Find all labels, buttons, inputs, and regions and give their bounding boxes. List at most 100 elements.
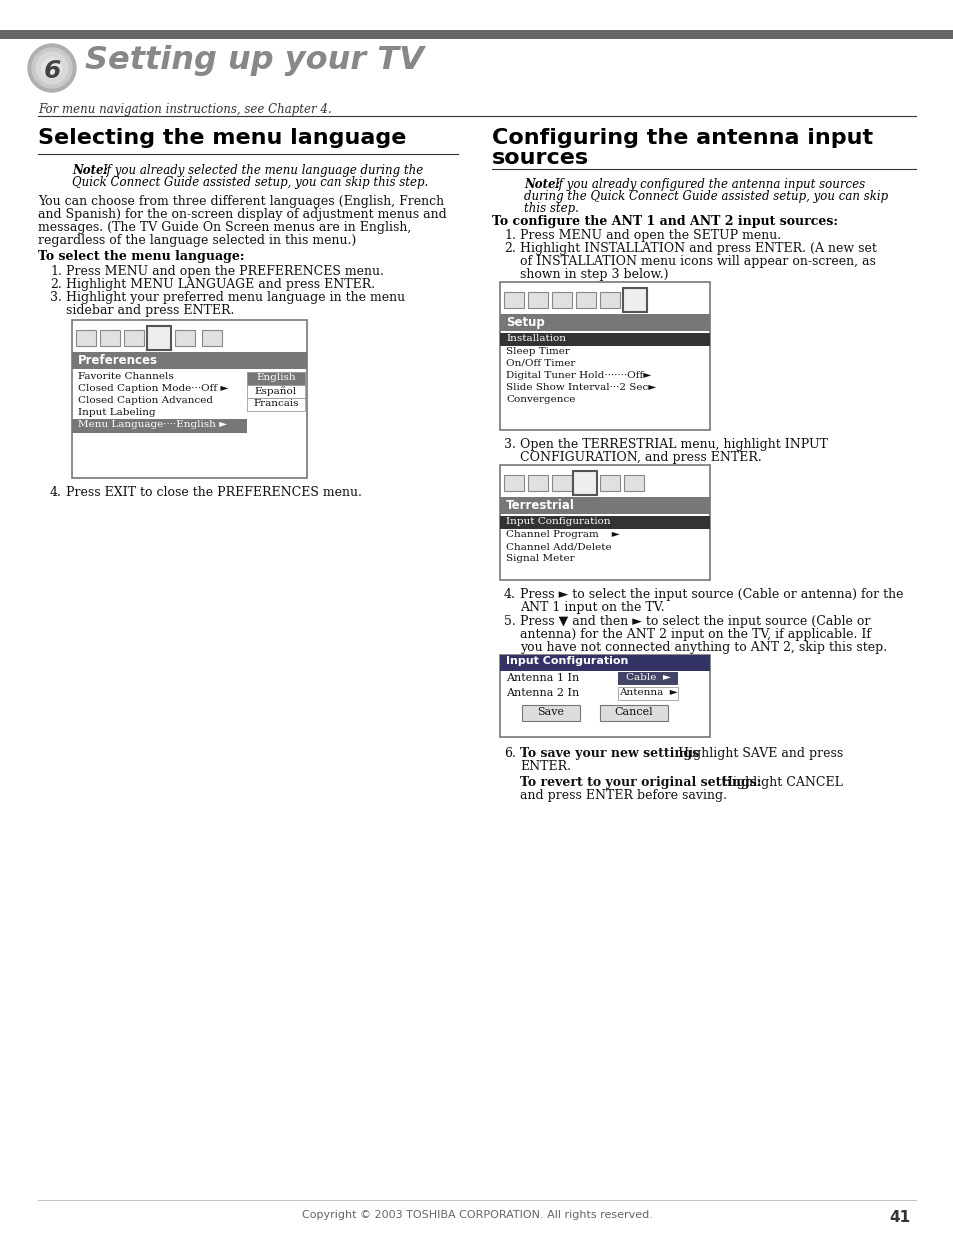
Bar	[124, 330, 144, 346]
Text: If you already configured the antenna input sources: If you already configured the antenna in…	[554, 178, 864, 191]
Text: Input Configuration: Input Configuration	[505, 656, 628, 666]
Text: Highlight MENU LANGUAGE and press ENTER.: Highlight MENU LANGUAGE and press ENTER.	[66, 278, 375, 291]
Text: messages. (The TV Guide On Screen menus are in English,: messages. (The TV Guide On Screen menus …	[38, 221, 411, 233]
Bar	[521, 705, 579, 721]
Bar	[100, 330, 120, 346]
Bar	[552, 291, 572, 308]
Text: Highlight your preferred menu language in the menu: Highlight your preferred menu language i…	[66, 291, 405, 304]
Text: Español: Español	[254, 387, 296, 395]
Text: antenna) for the ANT 2 input on the TV, if applicable. If: antenna) for the ANT 2 input on the TV, …	[519, 629, 870, 641]
Bar	[71, 419, 247, 433]
Text: Cable  ►: Cable ►	[625, 673, 670, 682]
Text: Antenna  ►: Antenna ►	[618, 688, 677, 697]
Bar	[552, 475, 572, 492]
Text: : Highlight SAVE and press: : Highlight SAVE and press	[669, 747, 842, 760]
Text: 3.: 3.	[503, 438, 516, 451]
Text: Convergence: Convergence	[505, 395, 575, 404]
Text: Installation: Installation	[505, 333, 565, 343]
Text: English: English	[256, 373, 295, 382]
Bar	[618, 687, 678, 700]
Text: 1.: 1.	[50, 266, 62, 278]
Bar	[527, 291, 547, 308]
Text: Menu Language····English ►: Menu Language····English ►	[78, 420, 227, 429]
Bar	[174, 330, 194, 346]
Text: Selecting the menu language: Selecting the menu language	[38, 128, 406, 148]
Bar	[625, 291, 645, 308]
Bar	[247, 398, 305, 411]
Text: To revert to your original settings:: To revert to your original settings:	[519, 776, 760, 789]
Circle shape	[36, 52, 68, 84]
Bar	[576, 291, 596, 308]
Text: Antenna 2 In: Antenna 2 In	[505, 688, 578, 698]
Bar	[247, 385, 305, 398]
Bar	[71, 352, 307, 369]
Text: shown in step 3 below.): shown in step 3 below.)	[519, 268, 668, 282]
Bar	[150, 330, 170, 346]
Bar	[147, 326, 171, 350]
Text: To configure the ANT 1 and ANT 2 input sources:: To configure the ANT 1 and ANT 2 input s…	[492, 215, 837, 228]
Text: Closed Caption Advanced: Closed Caption Advanced	[78, 396, 213, 405]
Text: Copyright © 2003 TOSHIBA CORPORATION. All rights reserved.: Copyright © 2003 TOSHIBA CORPORATION. Al…	[301, 1210, 652, 1220]
Text: Terrestrial: Terrestrial	[505, 499, 575, 513]
Text: Channel Add/Delete: Channel Add/Delete	[505, 542, 611, 551]
Text: Sleep Timer: Sleep Timer	[505, 347, 569, 356]
Text: Cancel: Cancel	[614, 706, 653, 718]
Text: 2.: 2.	[503, 242, 516, 254]
Bar	[573, 471, 597, 495]
Text: Configuring the antenna input: Configuring the antenna input	[492, 128, 872, 148]
Circle shape	[32, 48, 71, 88]
Text: regardless of the language selected in this menu.): regardless of the language selected in t…	[38, 233, 355, 247]
Text: Save: Save	[537, 706, 564, 718]
Text: 3.: 3.	[50, 291, 62, 304]
Bar	[599, 291, 619, 308]
Text: Slide Show Interval···2 Sec►: Slide Show Interval···2 Sec►	[505, 383, 656, 391]
Text: 4.: 4.	[503, 588, 516, 601]
Circle shape	[42, 58, 62, 78]
Bar	[599, 705, 667, 721]
Text: For menu navigation instructions, see Chapter 4.: For menu navigation instructions, see Ch…	[38, 103, 332, 116]
Bar	[618, 672, 678, 685]
Bar	[499, 516, 709, 529]
Text: during the Quick Connect Guide assisted setup, you can skip: during the Quick Connect Guide assisted …	[523, 190, 887, 203]
Text: Input Labeling: Input Labeling	[78, 408, 155, 417]
Text: On/Off Timer: On/Off Timer	[505, 359, 575, 368]
Text: ENTER.: ENTER.	[519, 760, 571, 773]
Text: Press ▼ and then ► to select the input source (Cable or: Press ▼ and then ► to select the input s…	[519, 615, 869, 629]
Bar	[527, 475, 547, 492]
Text: To select the menu language:: To select the menu language:	[38, 249, 244, 263]
Text: Press MENU and open the PREFERENCES menu.: Press MENU and open the PREFERENCES menu…	[66, 266, 383, 278]
Text: ANT 1 input on the TV.: ANT 1 input on the TV.	[519, 601, 664, 614]
Text: and press ENTER before saving.: and press ENTER before saving.	[519, 789, 726, 802]
Bar	[247, 372, 305, 385]
Bar	[0, 30, 953, 40]
Text: Closed Caption Mode···Off ►: Closed Caption Mode···Off ►	[78, 384, 228, 393]
Text: Highlight CANCEL: Highlight CANCEL	[718, 776, 842, 789]
Text: 2.: 2.	[50, 278, 62, 291]
Text: Favorite Channels: Favorite Channels	[78, 372, 173, 382]
Text: 1.: 1.	[503, 228, 516, 242]
Bar	[499, 466, 709, 580]
Text: Open the TERRESTRIAL menu, highlight INPUT: Open the TERRESTRIAL menu, highlight INP…	[519, 438, 827, 451]
Text: Highlight INSTALLATION and press ENTER. (A new set: Highlight INSTALLATION and press ENTER. …	[519, 242, 876, 254]
Text: Channel Program    ►: Channel Program ►	[505, 530, 619, 538]
Text: Antenna 1 In: Antenna 1 In	[505, 673, 578, 683]
Bar	[202, 330, 222, 346]
Bar	[499, 655, 709, 737]
Text: Preferences: Preferences	[78, 354, 158, 367]
Bar	[499, 282, 709, 430]
Bar	[71, 320, 307, 478]
Text: 41: 41	[888, 1210, 909, 1225]
Text: 6.: 6.	[503, 747, 516, 760]
Text: and Spanish) for the on-screen display of adjustment menus and: and Spanish) for the on-screen display o…	[38, 207, 446, 221]
Bar	[622, 288, 646, 312]
Text: Press ► to select the input source (Cable or antenna) for the: Press ► to select the input source (Cabl…	[519, 588, 902, 601]
Text: To save your new settings: To save your new settings	[519, 747, 699, 760]
Bar	[576, 475, 596, 492]
Bar	[599, 475, 619, 492]
Text: 4.: 4.	[50, 487, 62, 499]
Bar	[503, 475, 523, 492]
Text: Digital Tuner Hold·······Off►: Digital Tuner Hold·······Off►	[505, 370, 651, 380]
Text: Note:: Note:	[523, 178, 559, 191]
Text: Note:: Note:	[71, 164, 108, 177]
Text: Quick Connect Guide assisted setup, you can skip this step.: Quick Connect Guide assisted setup, you …	[71, 177, 428, 189]
